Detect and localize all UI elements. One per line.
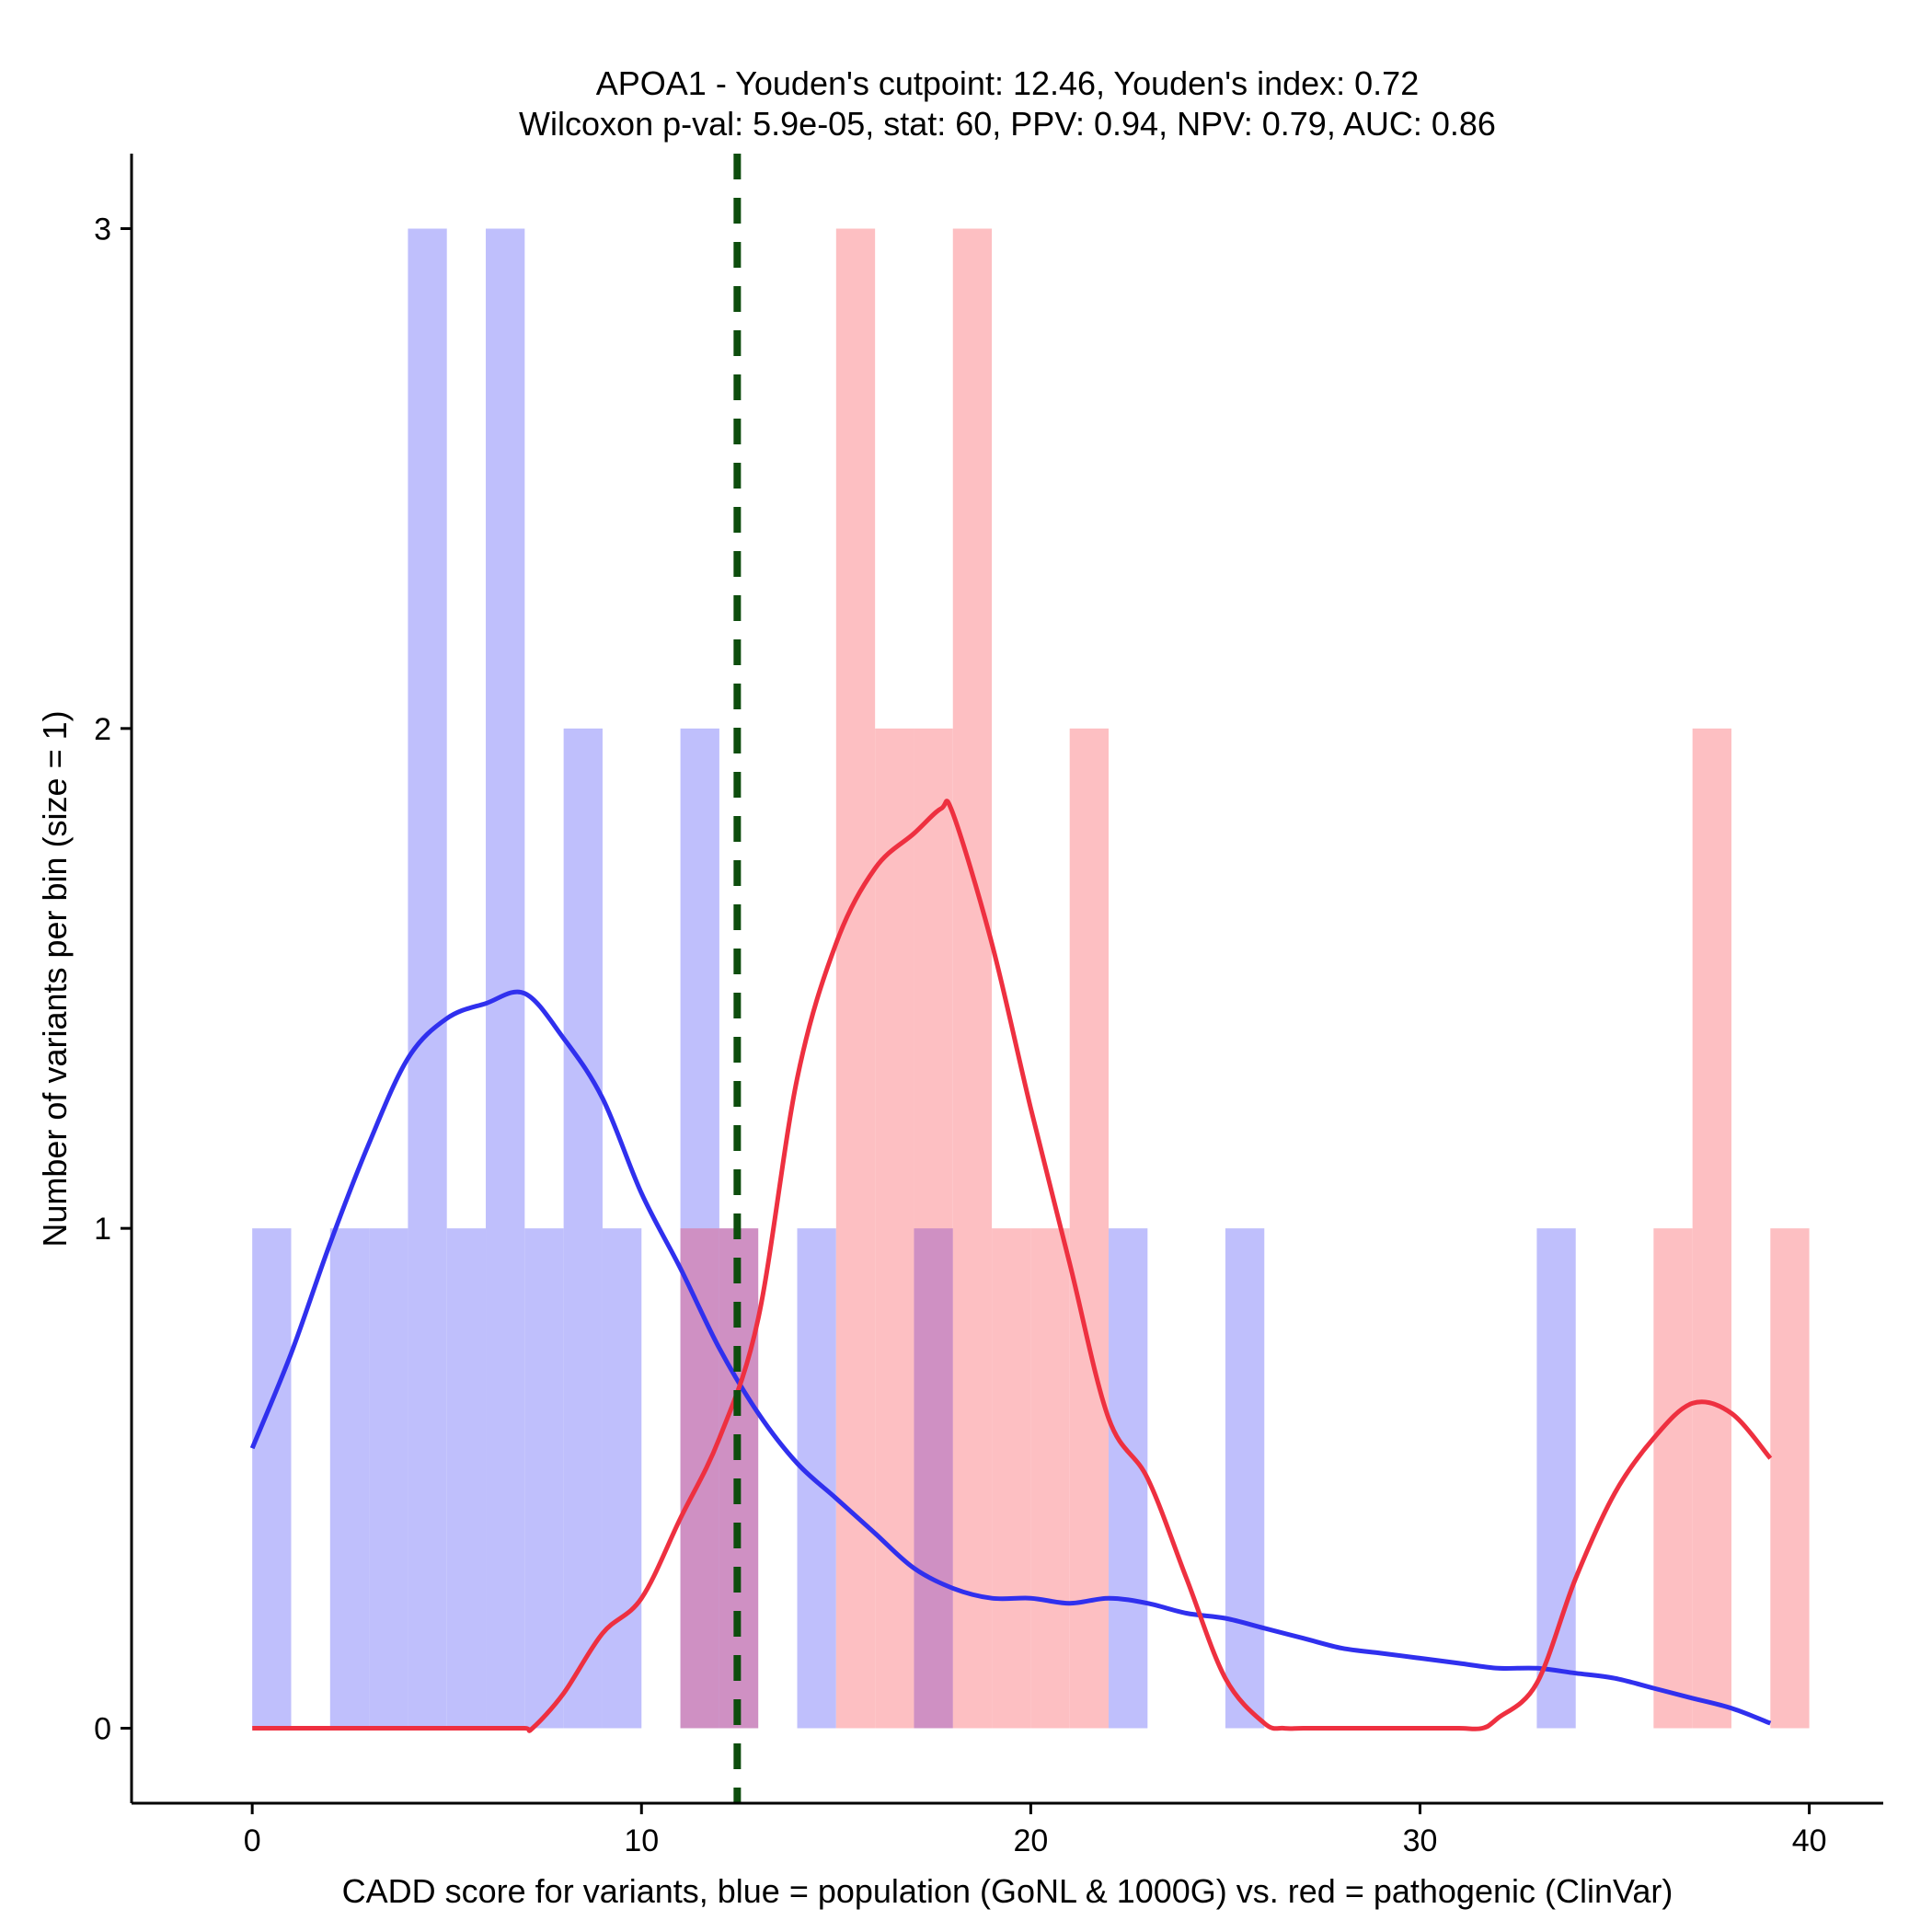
x-axis-ticks: 0 10 20 30 40 bbox=[244, 1803, 1827, 1858]
population-bar bbox=[1109, 1228, 1148, 1729]
x-axis-label: CADD score for variants, blue = populati… bbox=[342, 1872, 1673, 1910]
population-bars bbox=[252, 228, 1576, 1729]
pathogenic-density-line bbox=[252, 799, 1773, 1733]
pathogenic-bar bbox=[1770, 1228, 1810, 1729]
pathogenic-bar bbox=[835, 228, 876, 1729]
y-tick-label: 1 bbox=[94, 1212, 111, 1247]
y-tick-label: 2 bbox=[94, 712, 111, 747]
population-bar bbox=[1225, 1228, 1265, 1729]
x-tick-label: 0 bbox=[244, 1823, 261, 1858]
population-bar bbox=[563, 728, 603, 1729]
population-bar bbox=[446, 1228, 487, 1729]
population-bar bbox=[369, 1228, 408, 1729]
chart-title-line2: Wilcoxon p-val: 5.9e-05, stat: 60, PPV: … bbox=[519, 105, 1496, 143]
pathogenic-bar bbox=[1069, 728, 1110, 1729]
x-tick-label: 10 bbox=[624, 1823, 659, 1858]
x-tick-label: 30 bbox=[1403, 1823, 1438, 1858]
population-bar bbox=[486, 228, 525, 1729]
y-axis-label: Number of variants per bin (size = 1) bbox=[36, 710, 74, 1247]
population-bar bbox=[252, 1228, 292, 1729]
x-tick-label: 40 bbox=[1792, 1823, 1827, 1858]
pathogenic-bar bbox=[1653, 1228, 1693, 1729]
population-bar bbox=[602, 1228, 642, 1729]
population-bar bbox=[524, 1228, 564, 1729]
population-bar bbox=[1536, 1228, 1576, 1729]
pathogenic-bar bbox=[1692, 728, 1731, 1729]
pathogenic-bar bbox=[1030, 1228, 1070, 1729]
x-tick-label: 20 bbox=[1013, 1823, 1048, 1858]
pathogenic-bar bbox=[992, 1228, 1031, 1729]
population-bar bbox=[408, 228, 447, 1729]
y-axis-ticks: 0 1 2 3 bbox=[94, 213, 132, 1747]
pathogenic-bar bbox=[875, 728, 914, 1729]
population-bar bbox=[329, 1228, 370, 1729]
pathogenic-bar bbox=[952, 228, 993, 1729]
population-bar bbox=[797, 1228, 836, 1729]
pathogenic-bars bbox=[835, 228, 1810, 1729]
y-tick-label: 3 bbox=[94, 213, 111, 247]
overlap-bar bbox=[914, 1228, 953, 1729]
population-density-line bbox=[249, 989, 1772, 1726]
chart-title-line1: APOA1 - Youden's cutpoint: 12.46, Youden… bbox=[596, 64, 1419, 102]
y-tick-label: 0 bbox=[94, 1712, 111, 1747]
